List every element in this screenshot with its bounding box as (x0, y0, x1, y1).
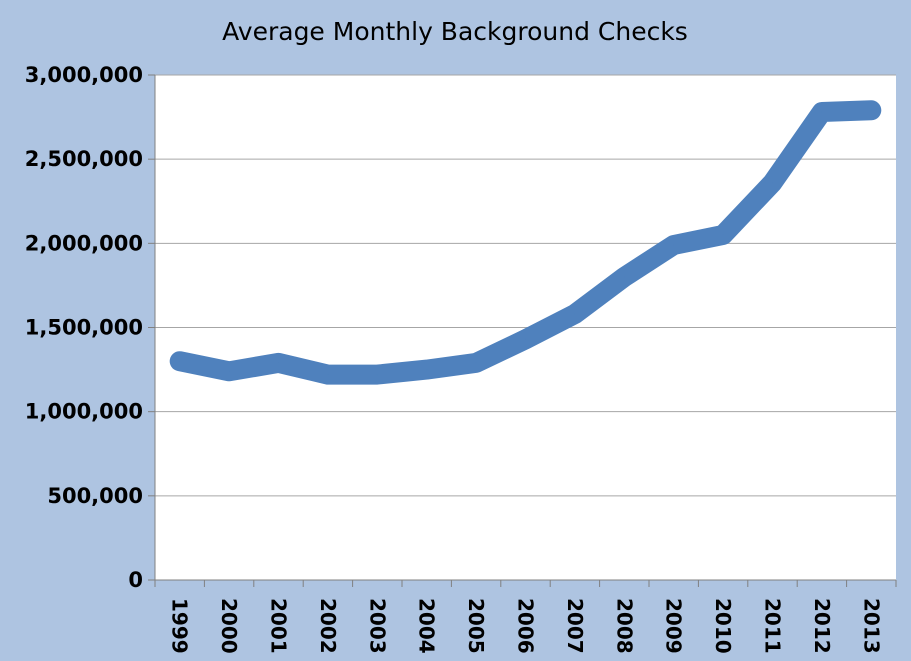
y-tick-label: 2,500,000 (25, 147, 143, 171)
y-tick-label: 0 (128, 568, 143, 592)
x-tick-label: 2011 (761, 598, 785, 654)
y-tick-label: 3,000,000 (25, 63, 143, 87)
data-point (525, 338, 526, 340)
data-point (376, 374, 378, 376)
data-point (772, 182, 773, 184)
x-tick-label: 1999 (168, 598, 192, 654)
data-point (179, 360, 181, 362)
x-tick-label: 2002 (316, 598, 340, 654)
data-point (722, 234, 724, 236)
data-point (327, 374, 329, 376)
data-point (574, 313, 576, 315)
data-point (475, 362, 477, 364)
series-layer (169, 100, 882, 385)
data-point (228, 370, 230, 372)
data-point (623, 276, 625, 278)
data-point (426, 369, 428, 371)
x-tick-label: 2006 (514, 598, 538, 654)
x-tick-label: 2007 (563, 598, 587, 654)
x-tick-label: 2005 (464, 598, 488, 654)
x-tick-label: 2008 (612, 598, 636, 654)
axes (154, 75, 897, 587)
y-tick-label: 1,500,000 (25, 316, 143, 340)
data-point (821, 111, 823, 113)
x-tick-label: 2013 (859, 598, 883, 654)
x-tick-label: 2010 (711, 598, 735, 654)
x-tick-label: 2003 (365, 598, 389, 654)
x-tick-label: 2004 (415, 598, 439, 654)
chart-title: Average Monthly Background Checks (222, 17, 688, 46)
x-tick-label: 2012 (810, 598, 834, 654)
x-tick-label: 2000 (217, 598, 241, 654)
x-axis-tick-labels: 1999 2000 2001 2002 2003 2004 2005 2006 2007 2008… (168, 598, 884, 654)
x-tick-label: 2009 (662, 598, 686, 654)
data-point (870, 109, 872, 111)
y-tick-label: 500,000 (47, 484, 143, 508)
y-tick-label: 2,000,000 (25, 231, 143, 255)
data-point (673, 244, 675, 246)
y-axis-tick-labels: 0 500,000 1,000,000 1,500,000 2,000,000 2,500… (25, 63, 143, 592)
data-point (278, 362, 279, 364)
y-tick-label: 1,000,000 (25, 400, 143, 424)
gridlines (148, 74, 896, 581)
x-tick-label: 2001 (267, 598, 291, 654)
